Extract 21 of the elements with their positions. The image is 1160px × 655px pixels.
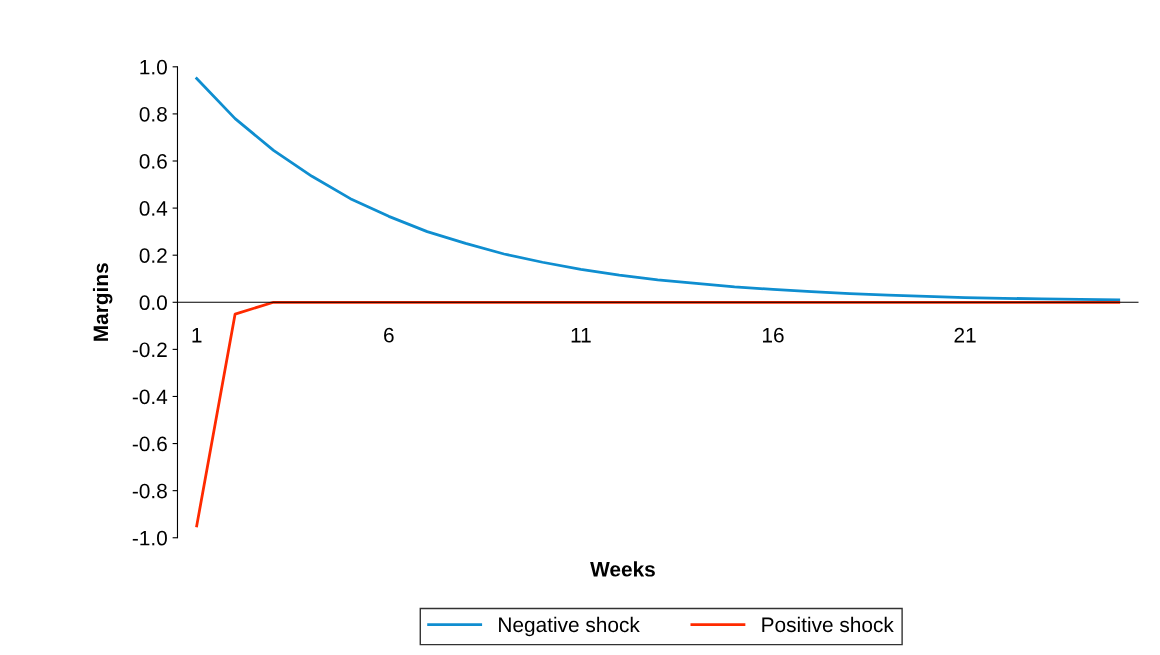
y-tick-label: 0.6	[139, 154, 167, 169]
y-tick-label: -0.8	[132, 483, 167, 499]
x-tick-label: 6	[384, 327, 394, 343]
y-tick-label: 0.8	[139, 106, 167, 122]
x-tick-label: 21	[954, 327, 976, 343]
y-tick-label: 0.2	[139, 248, 167, 263]
y-tick-label: 0.0	[139, 295, 167, 311]
y-tick-label: -0.6	[132, 436, 167, 452]
legend-label: Positive shock	[762, 616, 894, 633]
y-axis-title: Margins	[92, 263, 113, 341]
line-series	[195, 77, 1121, 302]
x-axis-title: Weeks	[590, 561, 655, 577]
x-tick-label: 11	[571, 328, 591, 343]
y-tick-label: 0.4	[139, 201, 168, 216]
x-tick-label: 16	[762, 327, 784, 343]
y-tick-label: -1.0	[132, 530, 167, 546]
legend-label: Negative shock	[499, 616, 640, 637]
y-tick-label: -0.4	[132, 389, 168, 405]
y-tick-label: -0.2	[132, 342, 167, 358]
x-tick-label: 1	[192, 328, 202, 343]
y-tick-label: 1.0	[140, 59, 167, 75]
